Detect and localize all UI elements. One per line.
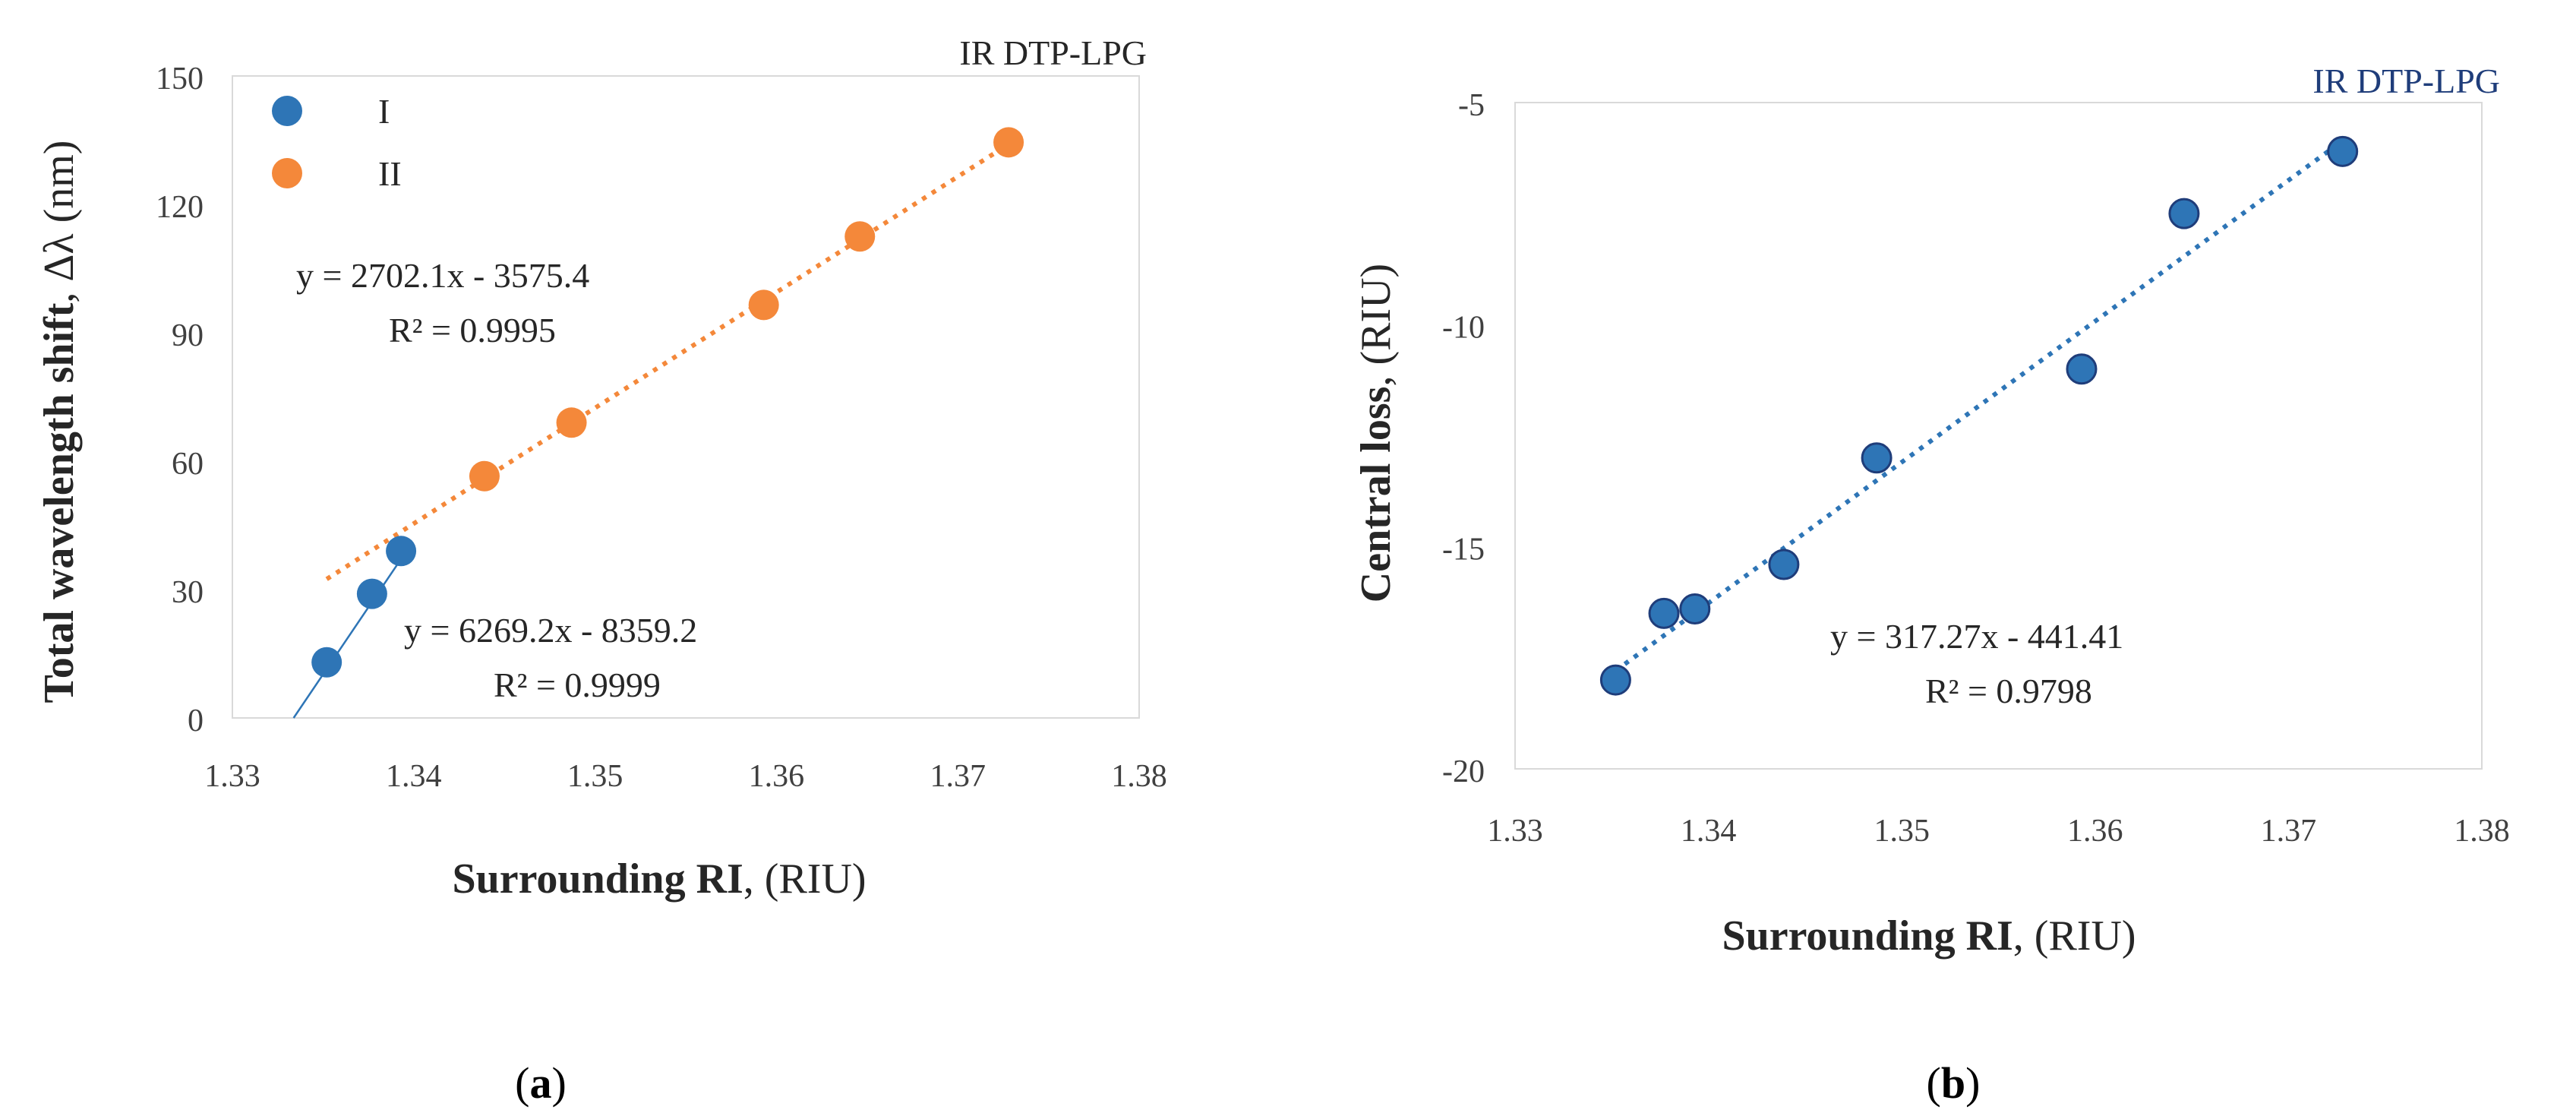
panel-a-y-tick-label: 120	[156, 190, 204, 225]
panel-b-x-tick-label: 1.33	[1487, 814, 1543, 849]
panel-a-points	[311, 127, 1024, 678]
panel-a-label: (a)	[515, 1058, 567, 1108]
legend-marker-series-i	[272, 96, 302, 126]
panel-b-r2: R² = 0.9798	[1925, 672, 2092, 710]
panel-a-data-point	[469, 460, 500, 492]
panel-a-y-axis-title: Total wavelength shift, Δλ (nm)	[36, 141, 83, 704]
panel-b-equation: y = 317.27x - 441.41	[1830, 617, 2123, 656]
panel-a-x-axis-title: Surrounding RI, (RIU)	[452, 855, 866, 903]
panel-b-data-point	[1768, 549, 1800, 580]
panel-a-x-tick-label: 1.35	[567, 759, 623, 794]
panel-a-y-ticks: 0 30 60 90 120 150	[156, 62, 204, 738]
panel-a-frame	[232, 75, 1140, 719]
panel-a-y-tick-label: 150	[156, 62, 204, 96]
panel-a-equation-series-ii: y = 2702.1x - 3575.4	[296, 256, 589, 295]
panel-b-trendlines	[1614, 138, 2344, 673]
panel-a-y-axis-title-unit: , Δλ (nm)	[36, 141, 83, 303]
panel-a-y-tick-label: 90	[172, 318, 204, 353]
panel-a-x-tick-label: 1.37	[930, 759, 986, 794]
panel-a-x-axis-title-bold: Surrounding RI	[452, 855, 743, 903]
panel-a-label-letter: a	[530, 1058, 552, 1108]
panel-a-equation-series-i: y = 6269.2x - 8359.2	[404, 611, 697, 650]
panel-a-y-tick-label: 30	[172, 575, 204, 610]
panel-a-data-point	[556, 407, 587, 438]
panel-a-x-ticks: 1.33 1.34 1.35 1.36 1.37 1.38	[204, 759, 1167, 794]
panel-b-label: (b)	[1927, 1058, 1981, 1108]
panel-b-y-tick-label: -20	[1442, 754, 1485, 789]
panel-a-data-point	[311, 647, 343, 678]
legend-label-series-ii: II	[378, 154, 402, 193]
panel-b-y-tick-label: -10	[1442, 310, 1485, 345]
panel-b-x-tick-label: 1.37	[2261, 814, 2317, 849]
panel-b-x-tick-label: 1.36	[2067, 814, 2123, 849]
panel-b-points	[1599, 135, 2359, 696]
panel-b-data-point	[2066, 353, 2098, 385]
panel-a-data-point	[748, 289, 779, 321]
panel-a-trendline-1	[292, 558, 402, 719]
panel-b-data-point	[1679, 593, 1711, 625]
panel-b-x-axis-title-bold: Surrounding RI	[1722, 912, 2012, 960]
panel-b-x-tick-label: 1.34	[1681, 814, 1737, 849]
panel-b-y-axis-title: Central loss, (RIU)	[1353, 264, 1400, 602]
panel-a-x-tick-label: 1.38	[1111, 759, 1167, 794]
panel-a-chart: 1.33 1.34 1.35 1.36 1.37 1.38 0 30 60 90 120 150 I…	[36, 33, 1167, 1108]
panel-a-data-point	[356, 578, 387, 609]
panel-b-x-axis-title: Surrounding RI, (RIU)	[1722, 912, 2136, 960]
panel-a-data-point	[386, 536, 417, 567]
panel-b-x-axis-title-unit: , (RIU)	[2013, 912, 2136, 960]
panel-a-y-tick-label: 60	[172, 447, 204, 482]
panel-b-y-axis-title-bold: Central loss	[1353, 387, 1400, 603]
panel-b-x-tick-label: 1.35	[1874, 814, 1930, 849]
panel-b-y-tick-label: -5	[1458, 88, 1485, 123]
panel-b-y-ticks: -20 -15 -10 -5	[1442, 88, 1485, 789]
panel-a-trendline-2	[325, 142, 1010, 581]
panel-a-x-tick-label: 1.33	[204, 759, 260, 794]
panel-b-label-letter: b	[1941, 1058, 1965, 1108]
panel-a-data-point	[993, 127, 1024, 158]
legend-label-series-i: I	[378, 92, 390, 131]
panel-a-y-tick-label: 0	[188, 704, 204, 738]
legend-marker-series-ii	[272, 158, 302, 188]
panel-a-x-axis-title-unit: , (RIU)	[743, 855, 867, 903]
panel-b-chart: 1.33 1.34 1.35 1.36 1.37 1.38 -20 -15 -10 -5 IR …	[1353, 62, 2510, 1108]
panel-b-title: IR DTP-LPG	[2312, 62, 2500, 100]
panel-b-y-axis-title-unit: , (RIU)	[1353, 264, 1400, 387]
panel-b-data-point	[1599, 664, 1631, 696]
panel-b-trendline-1	[1614, 138, 2344, 673]
panel-b-y-tick-label: -15	[1442, 533, 1485, 568]
panel-a-y-axis-title-bold: Total wavelength shift	[36, 302, 83, 703]
panel-b-data-point	[1648, 597, 1680, 629]
panel-b-x-tick-label: 1.38	[2454, 814, 2510, 849]
panel-b-data-point	[2327, 135, 2359, 167]
panel-b-frame	[1514, 102, 2483, 770]
panel-b-data-point	[1861, 442, 1893, 474]
panel-b-x-ticks: 1.33 1.34 1.35 1.36 1.37 1.38	[1487, 814, 2510, 849]
panel-a-x-tick-label: 1.34	[386, 759, 442, 794]
panel-b-data-point	[2168, 198, 2200, 229]
panel-a-data-point	[844, 221, 876, 252]
panel-a-x-tick-label: 1.36	[749, 759, 805, 794]
panel-a-r2-series-i: R² = 0.9999	[494, 666, 661, 704]
panel-a-legend: I II	[272, 92, 402, 193]
panel-a-r2-series-ii: R² = 0.9995	[389, 311, 556, 349]
panel-a-title: IR DTP-LPG	[959, 33, 1147, 72]
